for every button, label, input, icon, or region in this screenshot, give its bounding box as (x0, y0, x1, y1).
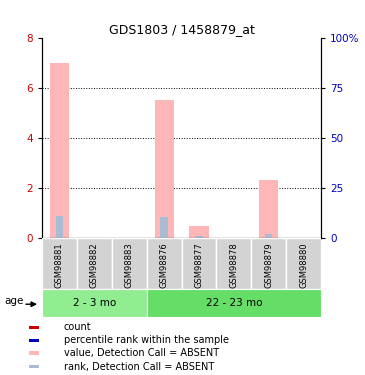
Text: GSM98880: GSM98880 (299, 242, 308, 288)
Text: value, Detection Call = ABSENT: value, Detection Call = ABSENT (64, 348, 219, 358)
Text: GSM98883: GSM98883 (125, 242, 134, 288)
Bar (56, 216, 63, 238)
Bar (265, 234, 273, 238)
Text: GSM98878: GSM98878 (230, 242, 238, 288)
Bar (28, 351, 39, 354)
Text: 22 - 23 mo: 22 - 23 mo (206, 298, 262, 308)
Bar (251, 238, 286, 289)
Bar (161, 217, 168, 238)
Bar (286, 238, 321, 289)
Bar (147, 289, 321, 317)
Bar (28, 339, 39, 342)
Bar (77, 238, 112, 289)
Bar (28, 326, 39, 329)
Text: GSM98882: GSM98882 (90, 242, 99, 288)
Bar (50, 63, 69, 238)
Bar (28, 365, 39, 369)
Text: GSM98881: GSM98881 (55, 242, 64, 288)
Text: rank, Detection Call = ABSENT: rank, Detection Call = ABSENT (64, 362, 214, 372)
Text: GSM98879: GSM98879 (264, 242, 273, 288)
Bar (259, 180, 278, 238)
Bar (216, 238, 251, 289)
Title: GDS1803 / 1458879_at: GDS1803 / 1458879_at (109, 23, 254, 36)
Bar (154, 100, 174, 238)
Bar (147, 238, 181, 289)
Text: age: age (4, 296, 24, 306)
Text: GSM98877: GSM98877 (195, 242, 204, 288)
Text: 2 - 3 mo: 2 - 3 mo (73, 298, 116, 308)
Text: GSM98876: GSM98876 (160, 242, 169, 288)
Bar (112, 238, 147, 289)
Bar (195, 236, 203, 238)
Text: percentile rank within the sample: percentile rank within the sample (64, 335, 228, 345)
Bar (189, 226, 209, 238)
Text: count: count (64, 322, 91, 332)
Bar (181, 238, 216, 289)
Bar (42, 238, 77, 289)
Bar (42, 289, 147, 317)
